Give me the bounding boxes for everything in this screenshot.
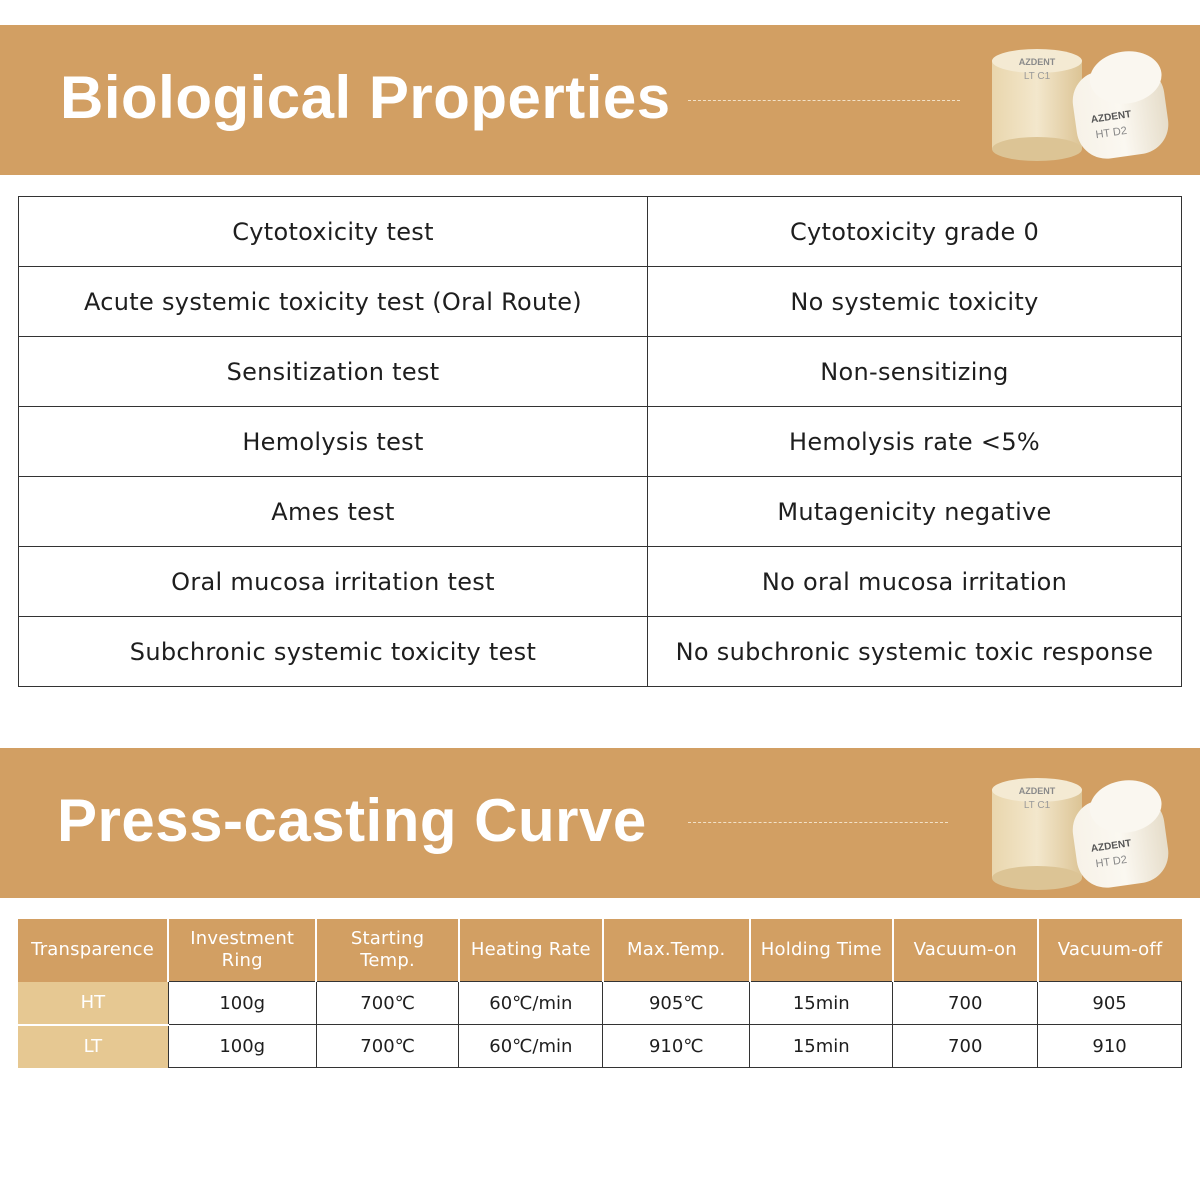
column-header: Max.Temp. xyxy=(602,919,751,982)
test-result-cell: Mutagenicity negative xyxy=(647,476,1182,547)
table-cell: 700 xyxy=(892,1024,1039,1068)
front-block-label: HT D2 xyxy=(1095,125,1128,141)
test-name-cell: Cytotoxicity test xyxy=(18,196,648,267)
column-header: Heating Rate xyxy=(458,919,604,982)
back-block-brand: AZDENT xyxy=(1019,786,1056,796)
back-block-brand: AZDENT xyxy=(1019,57,1056,67)
test-name-cell: Sensitization test xyxy=(18,336,648,407)
front-block-label: HT D2 xyxy=(1095,854,1128,870)
table-cell: 60℃/min xyxy=(458,1024,604,1068)
biological-properties-banner: Biological Properties AZDENT LT C1 xyxy=(0,25,1200,175)
table-cell: 700 xyxy=(892,981,1039,1025)
table-row: Cytotoxicity test Cytotoxicity grade 0 xyxy=(18,196,1182,267)
test-name-cell: Acute systemic toxicity test (Oral Route… xyxy=(18,266,648,337)
dotted-divider xyxy=(688,100,960,101)
table-cell: 910℃ xyxy=(602,1024,751,1068)
table-cell: 905 xyxy=(1037,981,1182,1025)
test-result-cell: No subchronic systemic toxic response xyxy=(647,616,1182,687)
row-header-cell: HT xyxy=(18,981,169,1026)
table-cell: 100g xyxy=(167,981,317,1025)
test-result-cell: No oral mucosa irritation xyxy=(647,546,1182,617)
product-blocks-image: AZDENT LT C1 AZDENT HT D2 xyxy=(992,49,1169,161)
front-block: AZDENT HT D2 xyxy=(1072,51,1169,159)
product-blocks-image: AZDENT LT C1 AZDENT HT D2 xyxy=(992,778,1169,890)
test-name-cell: Subchronic systemic toxicity test xyxy=(18,616,648,687)
table-cell: 910 xyxy=(1037,1024,1182,1068)
table-cell: 905℃ xyxy=(602,981,751,1025)
table-cell: 100g xyxy=(167,1024,317,1068)
test-name-cell: Ames test xyxy=(18,476,648,547)
table-row: Sensitization test Non-sensitizing xyxy=(18,336,1182,407)
column-header: Starting Temp. xyxy=(316,919,460,982)
table-row: Oral mucosa irritation test No oral mucos… xyxy=(18,546,1182,617)
test-result-cell: No systemic toxicity xyxy=(647,266,1182,337)
table-row: Acute systemic toxicity test (Oral Route… xyxy=(18,266,1182,337)
column-header: Holding Time xyxy=(749,919,894,982)
table-row: Hemolysis test Hemolysis rate <5% xyxy=(18,406,1182,477)
press-casting-curve-banner: Press-casting Curve AZDENT LT C1 AZDENT … xyxy=(0,748,1200,898)
table-row: Subchronic systemic toxicity test No subc… xyxy=(18,616,1182,687)
table-row: Ames test Mutagenicity negative xyxy=(18,476,1182,547)
test-result-cell: Cytotoxicity grade 0 xyxy=(647,196,1182,267)
column-header: Investment Ring xyxy=(168,919,318,982)
row-header-cell: LT xyxy=(18,1024,169,1068)
table-row: LT 100g 700℃ 60℃/min 910℃ 15min 700 910 xyxy=(18,1024,1182,1068)
test-result-cell: Hemolysis rate <5% xyxy=(647,406,1182,477)
column-header: Vacuum-on xyxy=(892,919,1039,982)
table-cell: 700℃ xyxy=(315,981,460,1025)
column-header: Transparence xyxy=(18,919,170,982)
back-block: AZDENT LT C1 xyxy=(992,49,1082,161)
press-casting-table: Transparence Investment Ring Starting Temp… xyxy=(18,919,1182,1068)
test-name-cell: Oral mucosa irritation test xyxy=(18,546,648,617)
section-title: Press-casting Curve xyxy=(57,787,647,854)
test-result-cell: Non-sensitizing xyxy=(647,336,1182,407)
table-cell: 15min xyxy=(749,981,894,1025)
table-cell: 15min xyxy=(749,1024,894,1068)
dotted-divider xyxy=(688,822,948,823)
table-cell: 60℃/min xyxy=(458,981,604,1025)
section-title: Biological Properties xyxy=(60,64,671,131)
biological-properties-table: Cytotoxicity test Cytotoxicity grade 0 Acu… xyxy=(18,196,1182,687)
table-cell: 700℃ xyxy=(315,1024,460,1068)
test-name-cell: Hemolysis test xyxy=(18,406,648,477)
table-row: HT 100g 700℃ 60℃/min 905℃ 15min 700 905 xyxy=(18,981,1182,1026)
column-header: Vacuum-off xyxy=(1037,919,1182,982)
back-block: AZDENT LT C1 xyxy=(992,778,1082,890)
back-block-label: LT C1 xyxy=(1024,800,1051,811)
back-block-label: LT C1 xyxy=(1024,71,1051,82)
front-block: AZDENT HT D2 xyxy=(1072,780,1169,888)
